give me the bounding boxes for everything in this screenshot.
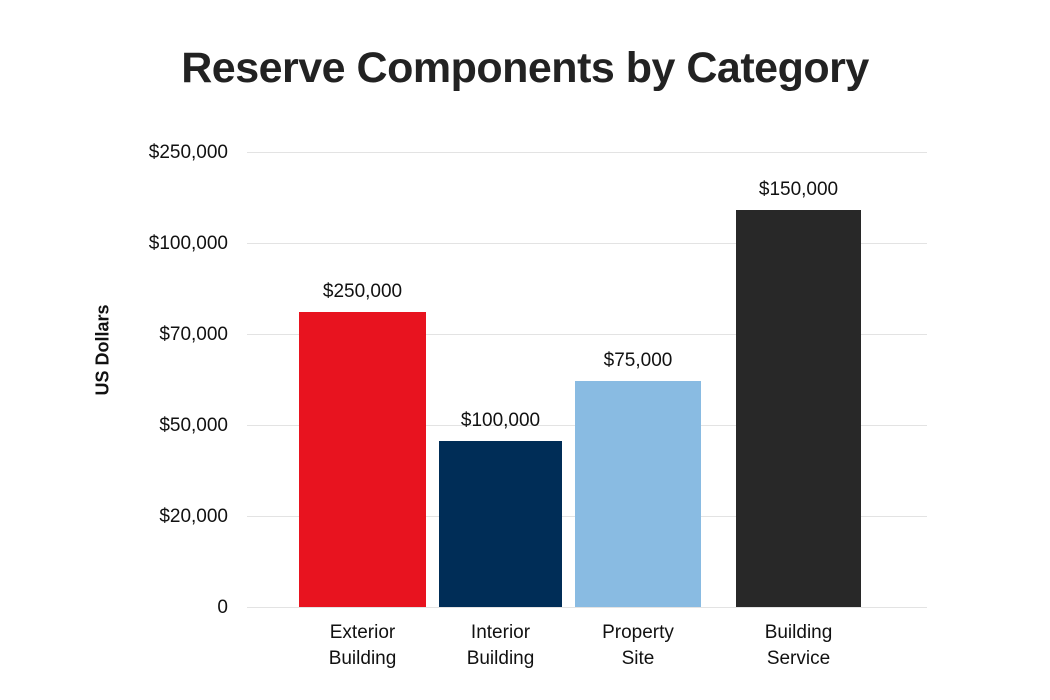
bar-value-label: $75,000 [603,350,673,371]
x-category-label: Property Site [602,620,674,672]
bar-property-site [575,381,701,607]
y-tick-label: $100,000 [148,233,228,254]
x-label-line2: Building [466,648,535,669]
y-axis-label: US Dollars [92,304,113,396]
y-tick-label: $20,000 [159,506,228,527]
gridline [247,607,927,608]
x-label-line2: Building [328,648,397,669]
bar-building-service [736,210,861,607]
x-category-label: Building Service [765,620,833,672]
gridline [247,243,927,244]
x-label-line2: Service [766,648,831,669]
gridline [247,152,927,153]
x-category-label: Exterior Building [329,620,397,672]
x-category-label: Interior Building [467,620,535,672]
x-label-line1: Property [602,622,674,643]
y-tick-label: $70,000 [159,324,228,345]
bar-exterior-building [299,312,426,607]
bar-interior-building [439,441,562,607]
gridline [247,334,927,335]
x-label-line2: Site [621,648,655,669]
bar-value-label: $250,000 [322,281,403,302]
y-tick-label: $250,000 [148,142,228,163]
x-label-line1: Interior [470,622,531,643]
y-tick-label: 0 [217,597,228,618]
chart-title: Reserve Components by Category [181,44,869,92]
bar-value-label: $150,000 [758,179,839,200]
x-label-line1: Building [764,622,833,643]
x-label-line1: Exterior [329,622,396,643]
y-tick-label: $50,000 [159,415,228,436]
bar-value-label: $100,000 [460,410,541,431]
